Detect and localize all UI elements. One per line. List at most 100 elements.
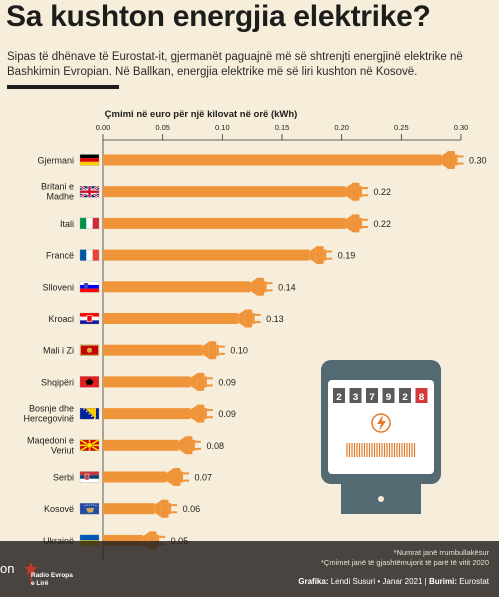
footnotes: *Numrat janë rrumbullakësur *Çmimet janë… (189, 548, 489, 568)
category-label: Slloveni (42, 282, 74, 292)
plug-icon (190, 372, 213, 391)
meter-digit-box (382, 388, 395, 403)
bosnia-flag (79, 407, 100, 420)
value-label: 0.09 (218, 409, 236, 419)
bar (103, 154, 441, 166)
meter-digit-box (349, 388, 362, 403)
page-title: Sa kushton energjia elektrike? (6, 0, 431, 33)
category-label: Britani e (41, 182, 74, 192)
serbia-flag (79, 471, 100, 483)
bar (103, 471, 167, 483)
brand-fragment-text: on (0, 561, 15, 576)
albania-flag (79, 376, 100, 388)
germany-flag (79, 154, 100, 166)
plug-icon (441, 151, 464, 169)
value-label: 0.22 (374, 187, 392, 197)
meter-digit-box (415, 388, 428, 403)
value-label: 0.10 (230, 346, 248, 356)
plug-icon (190, 404, 213, 423)
value-label: 0.07 (195, 473, 213, 483)
kosovo-flag (79, 503, 100, 515)
north-macedonia-flag (79, 439, 100, 452)
category-label: Kosovë (44, 504, 74, 514)
credits-line: Grafika: Lendi Susuri • Janar 2021 | Bur… (298, 577, 489, 586)
bar (103, 408, 191, 420)
plug-icon (154, 499, 178, 518)
category-label: Bosnje dhe (29, 404, 74, 414)
x-tick-label: 0.15 (275, 123, 290, 132)
category-label: Francë (46, 251, 74, 261)
value-label: 0.08 (206, 441, 224, 451)
uk-flag (79, 185, 100, 199)
meter-digit-box (366, 388, 378, 403)
bar (103, 344, 203, 356)
category-label: Kroaci (48, 314, 74, 324)
bar-row: Kosovë 0.06 (44, 499, 201, 518)
meter-digit: 2 (336, 393, 342, 404)
category-label: Ukrainë (43, 536, 74, 546)
bar-row: Serbi 0.07 (53, 468, 212, 486)
croatia-flag (79, 312, 100, 325)
bar (103, 249, 310, 261)
bar-row: Shqipëri 0.09 (41, 372, 236, 391)
plug-icon (345, 214, 369, 233)
footnote-period: *Çmimet janë të gjashtëmujorit të parë t… (321, 558, 489, 567)
meter-digit: 8 (418, 393, 424, 404)
bar (103, 281, 251, 293)
value-label: 0.22 (374, 219, 392, 229)
x-tick-label: 0.30 (454, 123, 469, 132)
footer-bar (0, 541, 499, 597)
plug-icon (345, 182, 369, 201)
montenegro-flag (79, 344, 100, 356)
value-label: 0.30 (469, 156, 487, 166)
x-tick-label: 0.00 (96, 123, 111, 132)
value-label: 0.05 (171, 536, 189, 546)
plug-icon (238, 309, 261, 328)
france-flag (79, 249, 100, 261)
value-label: 0.19 (338, 251, 356, 261)
logo-text: Radio Evropa e Lirë (31, 572, 73, 587)
category-label: Gjermani (37, 156, 74, 166)
bar-row: Gjermani 0.30 (37, 151, 487, 169)
bar-row: Itali 0.22 (60, 214, 392, 233)
x-tick-label: 0.20 (334, 123, 349, 132)
bar-row: Mali i Zi 0.10 (43, 341, 248, 360)
bar (103, 439, 179, 451)
meter-digit-box (399, 388, 411, 403)
radio-europa-logo (24, 562, 38, 584)
page-subtitle: Sipas të dhënave të Eurostat-it, gjerman… (7, 51, 463, 78)
bar-row: Francë 0.19 (46, 246, 356, 265)
category-label: Veriut (51, 445, 75, 455)
x-tick-label: 0.10 (215, 123, 230, 132)
meter-screw (378, 496, 384, 502)
meter-digit: 9 (385, 393, 391, 404)
meter-digit: 7 (369, 393, 375, 404)
slovenia-flag (79, 281, 100, 293)
meter-dial (371, 413, 391, 433)
value-label: 0.06 (183, 504, 201, 514)
category-label: Madhe (46, 192, 74, 202)
meter-digit: 3 (352, 393, 358, 404)
plug-icon (202, 341, 225, 360)
bar (103, 217, 346, 229)
plug-icon (178, 436, 201, 455)
category-label: Hercegovinë (23, 414, 74, 424)
category-label: Maqedoni e (27, 435, 74, 445)
rel-logo-mark (24, 562, 38, 584)
plug-icon (250, 277, 273, 296)
title-divider (7, 85, 119, 89)
category-label: Mali i Zi (43, 346, 74, 356)
bar (103, 186, 346, 198)
category-label: Shqipëri (41, 377, 74, 387)
value-label: 0.14 (278, 282, 296, 292)
plug-icon (309, 246, 333, 265)
bar (103, 376, 191, 388)
bar (103, 534, 143, 546)
value-label: 0.13 (266, 314, 284, 324)
bar-row: Kroaci 0.13 (48, 309, 284, 328)
